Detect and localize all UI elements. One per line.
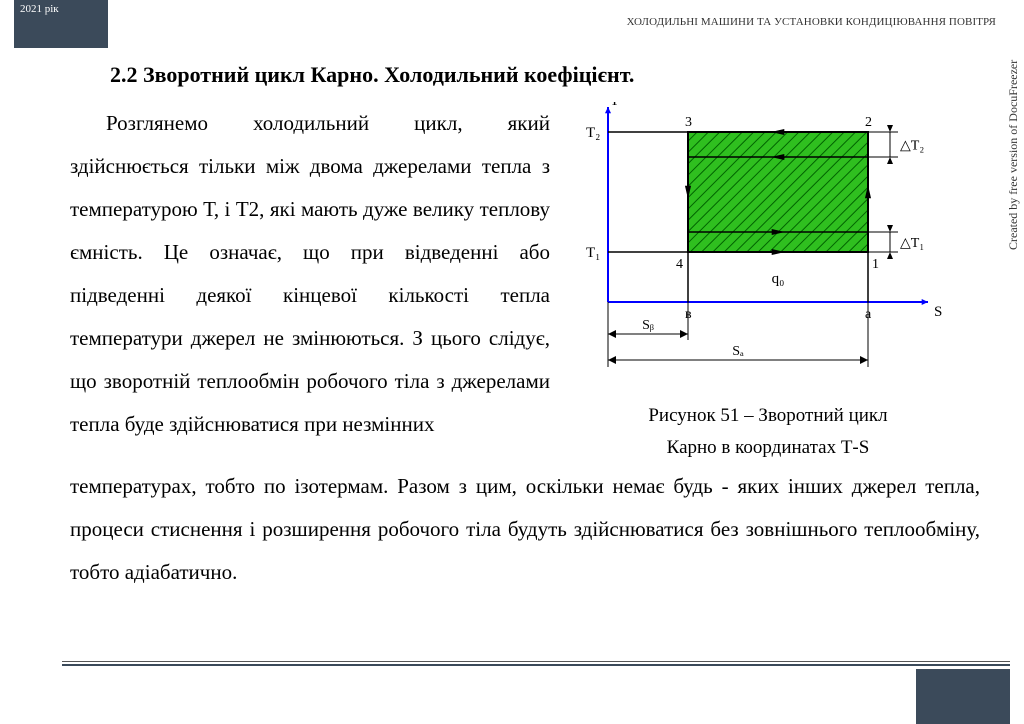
ts-diagram: TS△T₂△T₁T₂T₁3241ваq₀SᵦSₐ [568, 102, 968, 387]
figure-caption: Рисунок 51 – Зворотний цикл Карно в коор… [568, 400, 968, 465]
year-text: 2021 рік [20, 3, 59, 15]
year-band: 2021 рік [14, 0, 108, 48]
caption-line-2: Карно в координатах Т-S [667, 437, 870, 458]
svg-text:q₀: q₀ [772, 271, 785, 287]
svg-text:T₁: T₁ [586, 245, 600, 261]
svg-text:4: 4 [676, 257, 683, 272]
watermark: Created by free version of DocuFreezer [1006, 10, 1022, 300]
svg-text:Sᵦ: Sᵦ [642, 318, 654, 333]
svg-text:3: 3 [685, 115, 692, 130]
course-header: ХОЛОДИЛЬНІ МАШИНИ ТА УСТАНОВКИ КОНДИЦІЮВ… [627, 16, 996, 28]
footer-tab [916, 669, 1010, 724]
text-and-figure: Розглянемо холодильний цикл, який здійсн… [70, 102, 980, 465]
caption-line-1: Рисунок 51 – Зворотний цикл [648, 405, 887, 426]
svg-text:1: 1 [872, 257, 879, 272]
paragraph-full: температурах, тобто по ізотермам. Разом … [70, 465, 980, 594]
svg-text:2: 2 [865, 115, 872, 130]
svg-text:Sₐ: Sₐ [732, 344, 744, 359]
svg-text:T₂: T₂ [586, 125, 600, 141]
figure-block: TS△T₂△T₁T₂T₁3241ваq₀SᵦSₐ Рисунок 51 – Зв… [568, 102, 968, 465]
footer-rule [62, 661, 1010, 666]
section-heading: 2.2 Зворотний цикл Карно. Холодильний ко… [110, 62, 980, 88]
paragraph-left: Розглянемо холодильний цикл, який здійсн… [70, 102, 550, 465]
svg-text:△T₂: △T₂ [900, 139, 924, 154]
svg-text:△T₁: △T₁ [900, 236, 924, 251]
svg-text:S: S [934, 304, 942, 320]
svg-text:T: T [610, 102, 619, 109]
page-content: 2.2 Зворотний цикл Карно. Холодильний ко… [70, 50, 980, 594]
